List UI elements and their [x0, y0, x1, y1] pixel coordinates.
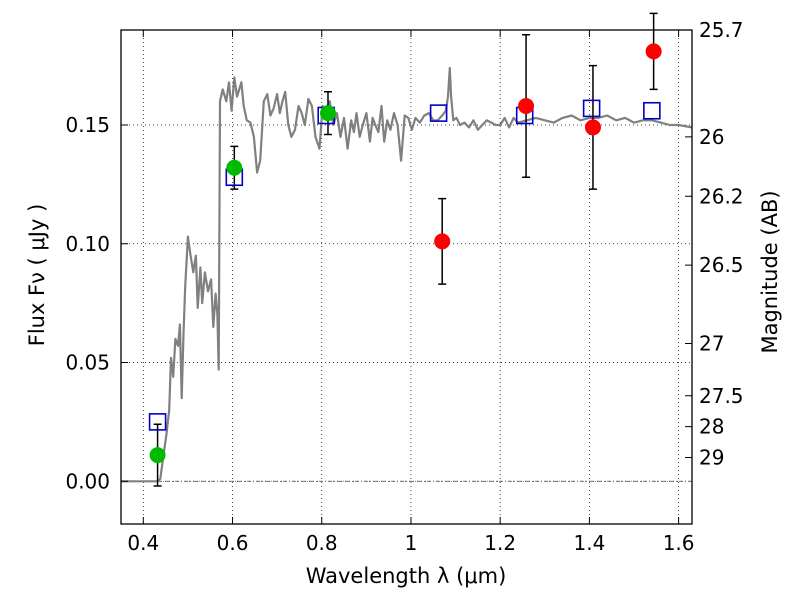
- weak-measurement-point: [584, 119, 601, 136]
- model-sed-layer: [121, 66, 693, 483]
- plot-frame: [120, 29, 693, 525]
- weak-measurement-point: [518, 98, 535, 114]
- x-tick-label: 1: [405, 531, 418, 555]
- right-tick-label: 29: [699, 446, 724, 470]
- model-photometry-square: [148, 413, 167, 431]
- right-tick-label: 28: [699, 415, 724, 439]
- y-tick-label: 0.00: [65, 469, 110, 493]
- x-tick-label: 1.6: [663, 531, 695, 555]
- right-axis-label: Magnitude (AB): [758, 190, 782, 353]
- weak-measurement-point: [434, 233, 451, 250]
- right-tick-label: 25.7: [699, 18, 744, 42]
- x-tick-label: 1.4: [573, 531, 605, 555]
- x-tick-label: 0.6: [217, 531, 249, 555]
- detection-point: [149, 447, 166, 464]
- x-tick-label: 0.4: [127, 531, 159, 555]
- model-photometry-square: [429, 104, 448, 122]
- measured-points: [149, 43, 662, 464]
- detection-point: [226, 159, 243, 176]
- detection-point: [319, 105, 336, 122]
- x-tick-label: 0.8: [306, 531, 338, 555]
- x-tick-label: 1.2: [484, 531, 516, 555]
- right-tick-label: 26.2: [699, 184, 744, 208]
- model-photometry-square: [643, 101, 661, 120]
- right-tick-label: 26: [699, 125, 724, 149]
- right-tick-label: 27.5: [699, 384, 744, 408]
- right-tick-label: 26.5: [699, 253, 744, 277]
- y-tick-label: 0.15: [65, 113, 110, 137]
- right-tick-label: 27: [699, 332, 724, 356]
- y-tick-label: 0.10: [65, 232, 110, 256]
- y-axis-label: Flux Fν ( μJy ): [25, 204, 49, 347]
- model-sed-curve: [121, 66, 693, 483]
- x-axis-label: Wavelength λ (μm): [306, 564, 507, 588]
- axis-ticks: 0.4 0.6 0.8 1 1.2 1.4 1.6 0.00 0.05 0.10 0.15 25.7 2…: [65, 18, 743, 555]
- weak-measurement-point: [645, 43, 662, 60]
- model-photometry-square: [582, 99, 601, 118]
- y-tick-label: 0.05: [65, 351, 110, 375]
